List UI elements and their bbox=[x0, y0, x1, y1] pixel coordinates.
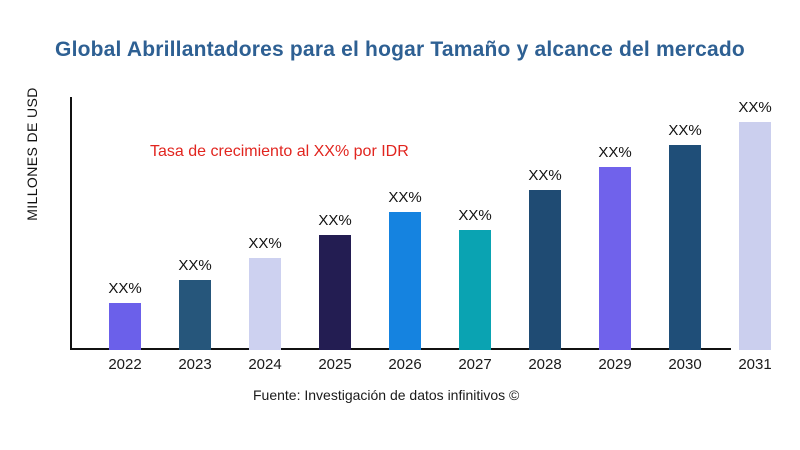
bar-value-label-2026: XX% bbox=[388, 189, 422, 206]
x-tick-label-2028: 2028 bbox=[528, 356, 562, 373]
bar-2026 bbox=[389, 212, 421, 350]
x-tick-label-2025: 2025 bbox=[318, 356, 352, 373]
bar-2030 bbox=[669, 145, 701, 350]
x-tick-label-2027: 2027 bbox=[458, 356, 492, 373]
x-tick-label-2022: 2022 bbox=[108, 356, 142, 373]
bar-2027 bbox=[459, 230, 491, 350]
bar-value-label-2023: XX% bbox=[178, 257, 212, 274]
x-tick-label-2024: 2024 bbox=[248, 356, 282, 373]
bar-value-label-2027: XX% bbox=[458, 207, 492, 224]
chart-title: Global Abrillantadores para el hogar Tam… bbox=[55, 38, 745, 61]
y-axis-line bbox=[70, 97, 72, 350]
bar-value-label-2028: XX% bbox=[528, 167, 562, 184]
growth-rate-annotation: Tasa de crecimiento al XX% por IDR bbox=[150, 143, 409, 160]
bar-value-label-2024: XX% bbox=[248, 235, 282, 252]
bar-2023 bbox=[179, 280, 211, 350]
bar-value-label-2022: XX% bbox=[108, 280, 142, 297]
bar-2025 bbox=[319, 235, 351, 350]
bar-value-label-2025: XX% bbox=[318, 212, 352, 229]
bar-2028 bbox=[529, 190, 561, 350]
bar-value-label-2030: XX% bbox=[668, 122, 702, 139]
x-tick-label-2031: 2031 bbox=[738, 356, 772, 373]
bar-2022 bbox=[109, 303, 141, 350]
bar-2029 bbox=[599, 167, 631, 350]
x-tick-label-2026: 2026 bbox=[388, 356, 422, 373]
x-tick-label-2030: 2030 bbox=[668, 356, 702, 373]
source-note: Fuente: Investigación de datos infinitiv… bbox=[253, 387, 520, 403]
bar-value-label-2029: XX% bbox=[598, 144, 632, 161]
x-tick-label-2029: 2029 bbox=[598, 356, 632, 373]
bar-value-label-2031: XX% bbox=[738, 99, 772, 116]
bar-2024 bbox=[249, 258, 281, 350]
x-tick-label-2023: 2023 bbox=[178, 356, 212, 373]
y-axis-label: MILLONES DE USD bbox=[24, 87, 40, 221]
bar-2031 bbox=[739, 122, 771, 350]
